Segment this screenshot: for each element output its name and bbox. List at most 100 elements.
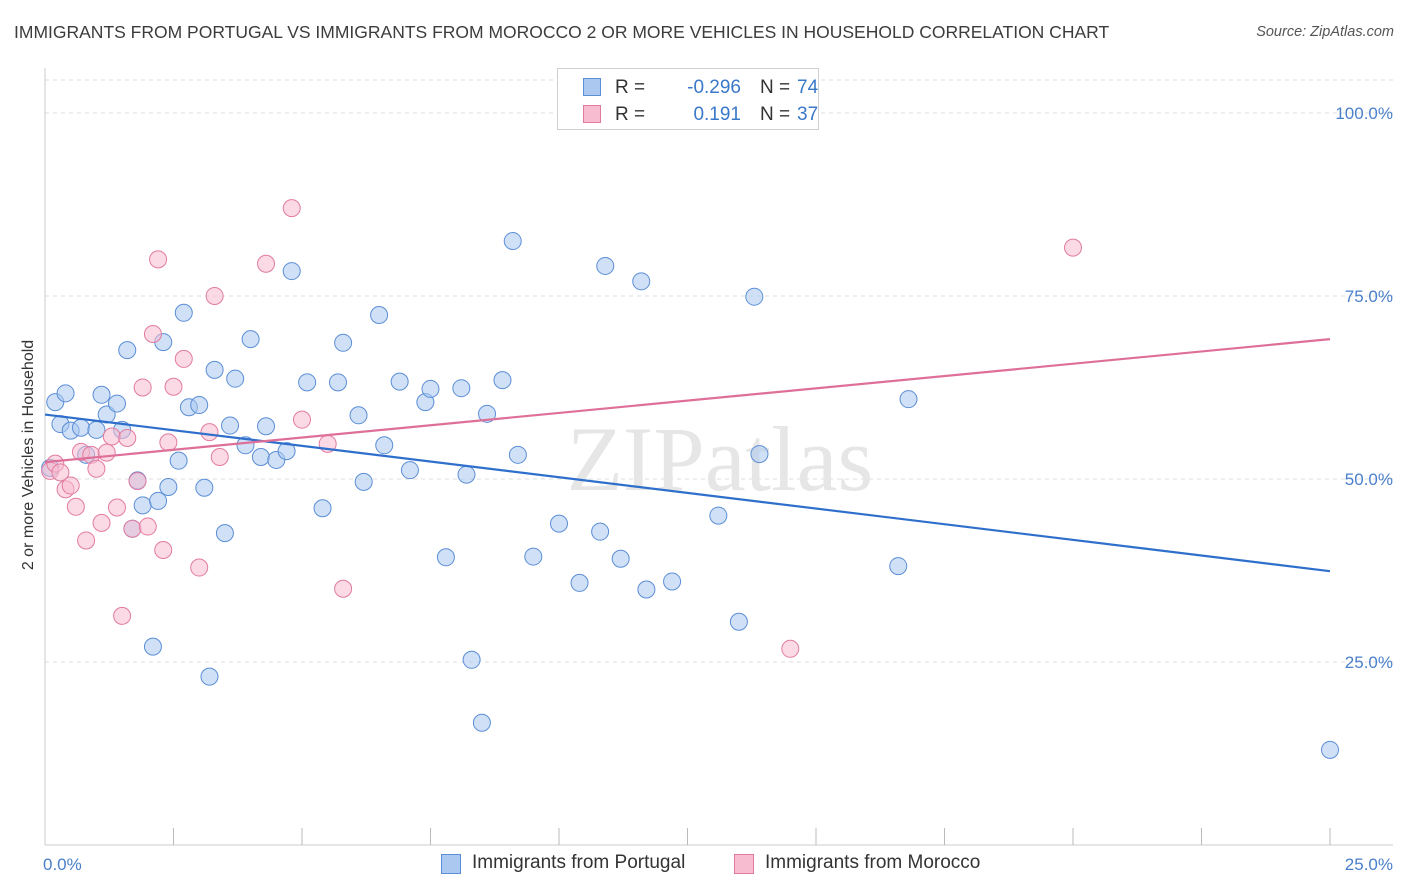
y-tick-label: 100.0% <box>1335 104 1393 123</box>
morocco-point <box>159 433 178 452</box>
y-axis-title: 2 or more Vehicles in Household <box>20 340 37 570</box>
portugal-point <box>524 547 543 566</box>
morocco-point <box>1064 238 1082 257</box>
morocco-point <box>210 448 229 467</box>
morocco-point <box>149 250 168 269</box>
morocco-point <box>154 540 173 559</box>
legend-box: R = -0.296 N = 74 R = 0.191 N = 37 <box>557 68 819 130</box>
series-morocco <box>41 199 1082 658</box>
portugal-point <box>149 491 168 510</box>
legend-r-value: -0.296 <box>687 77 741 98</box>
morocco-point <box>205 286 224 305</box>
morocco-point <box>138 517 157 536</box>
portugal-point <box>221 416 240 435</box>
portugal-point <box>328 373 347 392</box>
portugal-point <box>709 506 728 525</box>
legend-n-value: 37 <box>797 104 819 125</box>
portugal-point <box>472 713 491 732</box>
trend-line-morocco <box>44 338 1331 464</box>
morocco-point <box>97 443 116 462</box>
morocco-point <box>334 579 353 598</box>
morocco-point <box>257 254 276 273</box>
portugal-point <box>56 384 75 403</box>
portugal-point <box>226 369 245 388</box>
portugal-point <box>478 404 497 423</box>
morocco-point <box>200 423 219 442</box>
legend-r-label: R = <box>615 104 646 125</box>
portugal-point <box>143 637 162 656</box>
morocco-point <box>781 639 800 658</box>
portugal-point <box>174 303 193 322</box>
portugal-point <box>421 379 440 398</box>
portugal-point <box>200 667 219 686</box>
morocco-point <box>133 378 152 397</box>
portugal-point <box>400 461 419 480</box>
portugal-point <box>159 478 178 497</box>
portugal-point <box>745 287 764 306</box>
portugal-point <box>729 612 748 631</box>
portugal-point <box>550 514 568 533</box>
portugal-point <box>462 650 481 669</box>
portugal-point <box>591 522 610 541</box>
portugal-point <box>436 548 455 567</box>
portugal-point <box>118 341 137 360</box>
portugal-point <box>236 436 255 455</box>
source-credit: Source: ZipAtlas.com <box>1256 24 1394 40</box>
portugal-point <box>282 262 301 281</box>
portugal-point <box>313 499 332 518</box>
legend-n-label: N = <box>760 77 791 98</box>
x-tick-label: 25.0% <box>1345 855 1393 874</box>
x-tick-label: 0.0% <box>43 855 82 874</box>
portugal-point <box>241 330 260 349</box>
portugal-point <box>277 442 296 461</box>
legend-r-value: 0.191 <box>693 104 741 125</box>
portugal-point <box>750 445 769 464</box>
y-tick-label: 25.0% <box>1345 653 1393 672</box>
portugal-point <box>632 272 651 291</box>
y-tick-label: 75.0% <box>1345 287 1393 306</box>
morocco-point <box>107 498 126 517</box>
trend-lines <box>44 338 1331 573</box>
portugal-point <box>334 333 353 352</box>
bottom-legend-label-morocco: Immigrants from Morocco <box>765 852 981 873</box>
morocco-point <box>190 558 209 577</box>
portugal-point <box>457 465 476 484</box>
legend-n-label: N = <box>760 104 791 125</box>
morocco-point <box>164 377 183 396</box>
portugal-point <box>195 478 214 497</box>
legend-swatch-morocco <box>583 105 601 123</box>
y-tick-label: 50.0% <box>1345 470 1393 489</box>
morocco-point <box>118 428 137 447</box>
series-portugal <box>41 232 1339 759</box>
portugal-point <box>503 232 522 251</box>
morocco-point <box>92 513 111 532</box>
morocco-point <box>293 410 311 429</box>
portugal-point <box>390 372 409 391</box>
morocco-point <box>113 606 132 625</box>
portugal-point <box>298 373 317 392</box>
morocco-point <box>61 476 80 495</box>
portugal-point <box>1321 740 1339 759</box>
morocco-point <box>123 519 142 538</box>
axes <box>44 68 1393 846</box>
morocco-point <box>174 349 193 368</box>
portugal-point <box>257 417 276 436</box>
bottom-legend-label-portugal: Immigrants from Portugal <box>472 852 686 873</box>
morocco-point <box>51 463 70 482</box>
portugal-point <box>493 371 512 390</box>
portugal-point <box>251 448 270 467</box>
portugal-point <box>133 496 152 515</box>
portugal-point <box>190 396 209 415</box>
portugal-point <box>889 557 908 576</box>
morocco-point <box>143 325 162 344</box>
morocco-point <box>66 497 85 516</box>
bottom-legend-swatch-portugal <box>441 854 461 874</box>
morocco-point <box>282 199 301 218</box>
portugal-point <box>370 305 389 324</box>
portugal-point <box>87 420 106 439</box>
portugal-point <box>215 524 234 543</box>
portugal-point <box>71 418 90 437</box>
portugal-point <box>169 451 188 470</box>
tick-labels: 25.0% 50.0% 75.0% 100.0% 0.0% 25.0% <box>43 104 1393 874</box>
